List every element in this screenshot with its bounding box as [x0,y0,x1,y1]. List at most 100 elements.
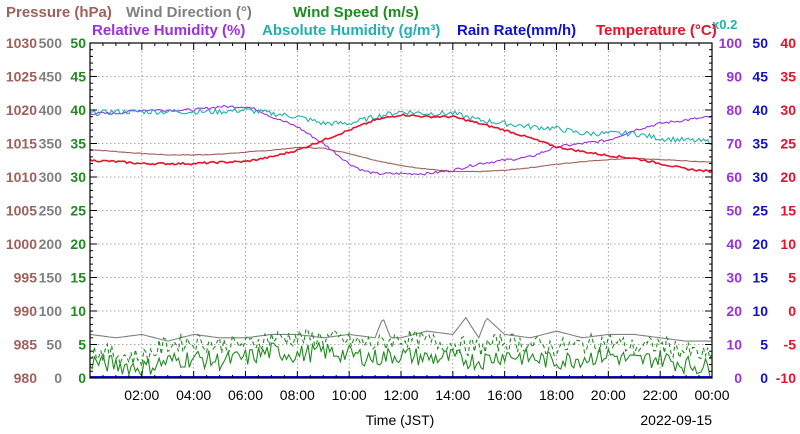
tick-label-pressure: 1000 [6,236,37,252]
tick-label-wind-direction: 100 [39,303,63,319]
tick-label-rain-rate: 25 [752,203,768,219]
tick-label-pressure: 995 [14,270,38,286]
tick-label-rain-rate: 20 [752,236,768,252]
axis-layer: 9809859909951000100510101015102010251030… [6,35,796,403]
tick-label-temperature: -10 [776,370,796,386]
tick-label-temperature: 5 [788,270,796,286]
tick-label-pressure: 1025 [6,69,37,85]
x-tick-label: 18:00 [539,387,574,403]
legend-layer: Pressure (hPa) Wind Direction (°) Wind S… [6,4,737,39]
series-wind-speed [89,341,713,378]
tick-label-rain-rate: 30 [752,169,768,185]
x-tick-label: 06:00 [228,387,263,403]
tick-label-wind-speed: 15 [70,270,86,286]
tick-label-relative-humidity: 40 [726,236,742,252]
tick-label-pressure: 1010 [6,169,37,185]
legend-rain-rate: Rain Rate(mm/h) [457,22,576,39]
date-label: 2022-09-15 [640,412,712,428]
legend-temperature: Temperature (°C) [596,22,717,39]
tick-label-wind-direction: 300 [39,169,63,185]
tick-label-wind-direction: 400 [39,102,63,118]
tick-label-pressure: 980 [14,370,38,386]
tick-label-wind-direction: 450 [39,69,63,85]
tick-label-pressure: 1005 [6,203,37,219]
series-pressure [89,146,713,173]
tick-label-wind-speed: 45 [70,69,86,85]
tick-label-wind-speed: 0 [78,370,86,386]
tick-label-wind-direction: 0 [54,370,62,386]
tick-label-wind-direction: 500 [39,35,63,51]
tick-label-wind-speed: 20 [70,236,86,252]
x-tick-label: 04:00 [176,387,211,403]
tick-label-rain-rate: 45 [752,69,768,85]
tick-label-relative-humidity: 50 [726,203,742,219]
tick-label-rain-rate: 40 [752,102,768,118]
tick-label-pressure: 1030 [6,35,37,51]
tick-label-relative-humidity: 70 [726,136,742,152]
tick-label-temperature: -5 [784,337,797,353]
tick-label-temperature: 30 [780,102,796,118]
tick-label-relative-humidity: 100 [719,35,743,51]
legend-abs-humidity-scale: x0.2 [712,17,737,32]
series-layer [89,104,713,378]
tick-label-pressure: 1015 [6,136,37,152]
legend-relative-humidity: Relative Humidity (%) [92,22,245,39]
tick-label-pressure: 990 [14,303,38,319]
tick-label-temperature: 35 [780,69,796,85]
tick-label-temperature: 0 [788,303,796,319]
tick-label-temperature: 40 [780,35,796,51]
x-tick-label: 12:00 [383,387,418,403]
tick-label-wind-direction: 150 [39,270,63,286]
tick-label-wind-speed: 10 [70,303,86,319]
tick-label-relative-humidity: 20 [726,303,742,319]
tick-label-wind-direction: 50 [46,337,62,353]
tick-label-relative-humidity: 90 [726,69,742,85]
x-tick-label: 20:00 [591,387,626,403]
tick-label-relative-humidity: 80 [726,102,742,118]
tick-label-wind-speed: 25 [70,203,86,219]
x-tick-label: 02:00 [124,387,159,403]
tick-label-temperature: 10 [780,236,796,252]
tick-label-rain-rate: 35 [752,136,768,152]
tick-label-temperature: 15 [780,203,796,219]
tick-label-wind-speed: 40 [70,102,86,118]
tick-label-wind-speed: 35 [70,136,86,152]
tick-label-wind-direction: 200 [39,236,63,252]
tick-label-temperature: 25 [780,136,796,152]
tick-label-relative-humidity: 10 [726,337,742,353]
tick-label-wind-speed: 30 [70,169,86,185]
tick-label-pressure: 985 [14,337,38,353]
x-tick-label: 00:00 [694,387,729,403]
tick-label-wind-direction: 350 [39,136,63,152]
legend-pressure: Pressure (hPa) [6,4,112,21]
legend-wind-direction: Wind Direction (°) [126,4,252,21]
x-tick-label: 08:00 [280,387,315,403]
tick-label-rain-rate: 10 [752,303,768,319]
tick-label-temperature: 20 [780,169,796,185]
series-temperature [89,113,713,174]
tick-label-rain-rate: 0 [760,370,768,386]
legend-absolute-humidity: Absolute Humidity (g/m³) [262,22,440,39]
tick-label-pressure: 1020 [6,102,37,118]
x-tick-label: 14:00 [435,387,470,403]
tick-label-relative-humidity: 60 [726,169,742,185]
tick-label-wind-speed: 50 [70,35,86,51]
legend-wind-speed: Wind Speed (m/s) [293,4,419,21]
tick-label-relative-humidity: 0 [734,370,742,386]
series-wind-direction [89,316,712,342]
tick-label-wind-speed: 5 [78,337,86,353]
series-wind-speed-max [89,327,713,367]
x-axis-label: Time (JST) [366,412,435,428]
x-tick-label: 16:00 [487,387,522,403]
tick-label-rain-rate: 15 [752,270,768,286]
x-tick-label: 10:00 [332,387,367,403]
tick-label-rain-rate: 5 [760,337,768,353]
x-tick-label: 22:00 [643,387,678,403]
series-absolute-humidity [90,107,713,145]
tick-label-relative-humidity: 30 [726,270,742,286]
tick-label-rain-rate: 50 [752,35,768,51]
tick-label-wind-direction: 250 [39,203,63,219]
